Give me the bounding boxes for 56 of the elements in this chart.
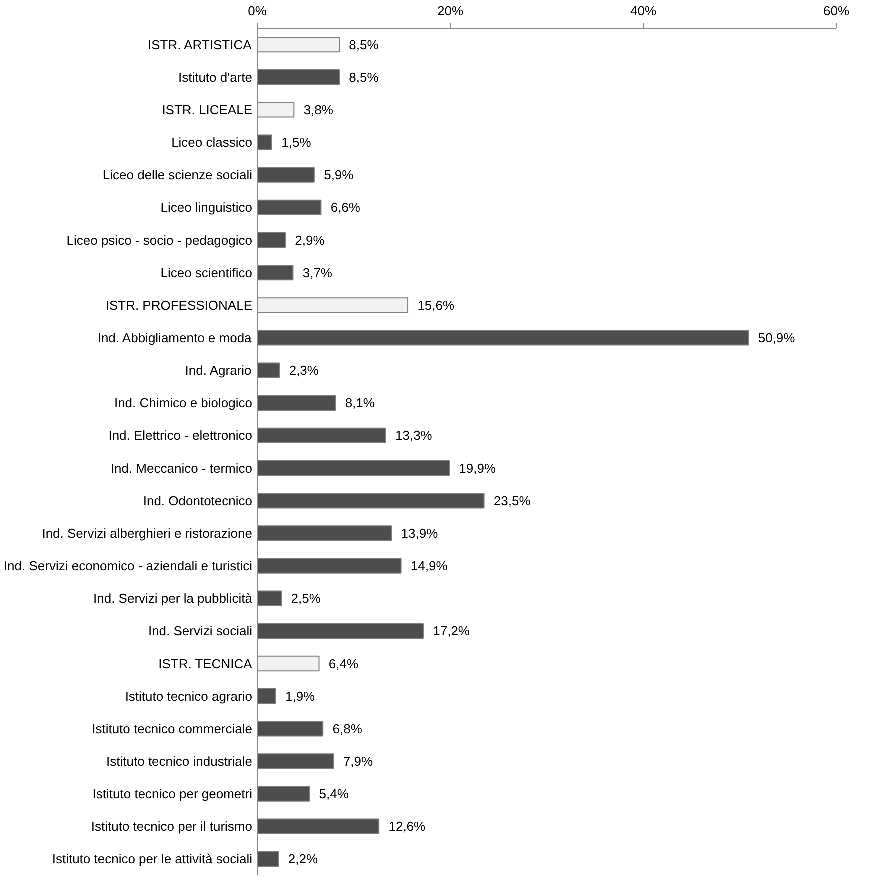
y-tick-label: Liceo psico - socio - pedagogico xyxy=(66,232,253,248)
data-label: 2,3% xyxy=(289,363,320,378)
data-label: 23,5% xyxy=(494,493,532,508)
y-tick-label: ISTR. PROFESSIONALE xyxy=(106,298,253,313)
y-tick-label: Liceo classico xyxy=(172,135,253,150)
y-tick-label: Istituto tecnico agrario xyxy=(125,688,253,704)
y-tick-label: Istituto tecnico industriale xyxy=(106,754,253,769)
y-tick-label: Ind. Agrario xyxy=(185,363,252,378)
data-label: 8,1% xyxy=(345,396,376,411)
y-tick-label: Ind. Servizi alberghieri e ristorazione xyxy=(42,526,253,541)
data-label: 1,5% xyxy=(282,135,312,150)
data-label: 50,9% xyxy=(758,330,796,346)
y-tick-label: Ind. Meccanico - termico xyxy=(110,460,253,476)
data-label: 13,3% xyxy=(395,428,433,444)
data-label: 3,7% xyxy=(302,265,333,280)
y-tick-label: Liceo delle scienze sociali xyxy=(102,168,253,183)
y-tick-label: Istituto tecnico per il turismo xyxy=(91,819,253,834)
y-tick-label: Istituto tecnico per geometri xyxy=(92,786,253,802)
data-label: 2,9% xyxy=(295,232,326,248)
y-tick-label: Ind. Servizi sociali xyxy=(148,624,253,639)
y-tick-label: Istituto tecnico per le attività sociali xyxy=(52,852,253,867)
y-tick-label: Ind. Servizi per la pubblicità xyxy=(94,591,254,606)
data-label: 8,5% xyxy=(349,37,380,52)
data-label: 13,9% xyxy=(401,526,439,541)
y-tick-label: Istituto tecnico commerciale xyxy=(92,721,253,736)
data-label: 2,2% xyxy=(288,852,318,867)
y-tick-label: Liceo scientifico xyxy=(160,265,253,280)
data-label: 15,6% xyxy=(418,298,455,313)
data-label: 7,9% xyxy=(343,754,374,769)
data-label: 6,4% xyxy=(328,656,359,672)
y-tick-label: Istituto d'arte xyxy=(178,70,253,85)
data-label: 14,9% xyxy=(410,558,448,574)
data-label: 6,8% xyxy=(332,721,363,736)
x-tick-label: 60% xyxy=(823,4,850,18)
data-label: 5,9% xyxy=(324,168,354,183)
y-tick-label: Ind. Abbigliamento e moda xyxy=(98,330,253,346)
data-label: 19,9% xyxy=(459,460,496,476)
y-tick-label: ISTR. TECNICA xyxy=(158,656,253,672)
y-tick-label: ISTR. LICEALE xyxy=(162,102,253,118)
y-tick-label: Ind. Chimico e biologico xyxy=(114,396,253,411)
data-label: 5,4% xyxy=(319,786,350,802)
x-tick-label: 0% xyxy=(248,4,268,18)
data-label: 6,6% xyxy=(330,200,361,216)
y-tick-label: Liceo linguistico xyxy=(160,200,253,216)
data-label: 8,5% xyxy=(349,70,380,85)
y-tick-label: ISTR. ARTISTICA xyxy=(148,37,252,52)
data-label: 1,9% xyxy=(285,688,316,704)
data-label: 17,2% xyxy=(433,624,470,639)
y-tick-label: Ind. Elettrico - elettronico xyxy=(108,428,253,444)
y-tick-label: Ind. Odontotecnico xyxy=(143,493,253,508)
y-tick-label: Ind. Servizi economico - aziendali e turistici xyxy=(4,558,253,574)
data-label: 3,8% xyxy=(304,102,334,118)
data-label: 2,5% xyxy=(291,591,322,606)
x-tick-label: 20% xyxy=(437,4,464,18)
x-tick-label: 40% xyxy=(630,4,657,18)
data-label: 12,6% xyxy=(388,819,426,834)
